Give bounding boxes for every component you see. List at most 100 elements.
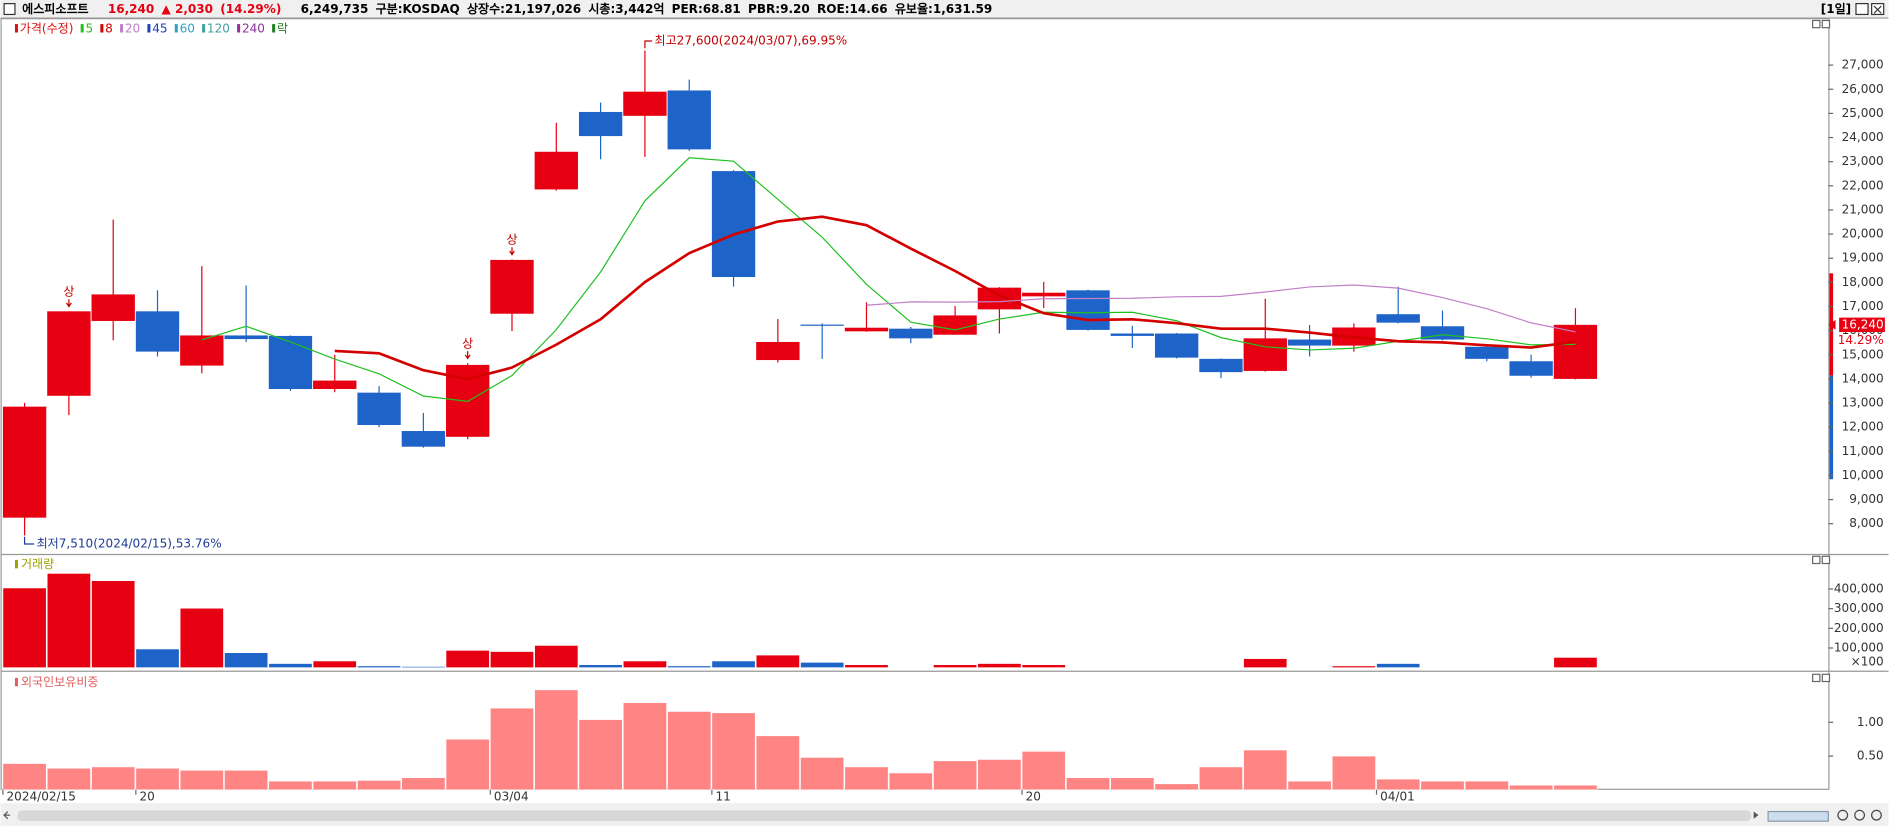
header-volume: 6,249,735: [301, 2, 369, 16]
legend-entry: 60: [180, 21, 195, 35]
x-tick-label: 04/01: [1380, 790, 1415, 804]
maximize-button[interactable]: [1855, 3, 1869, 16]
bar: [91, 766, 136, 791]
bar: [1376, 663, 1421, 668]
bar: [1021, 751, 1066, 791]
candle-body: [977, 287, 1022, 310]
candle-body: [1553, 324, 1598, 379]
bar: [1420, 780, 1465, 791]
candle-body: [1287, 339, 1332, 346]
y-tick-label: 9,000: [1849, 492, 1883, 506]
bar: [1553, 784, 1598, 791]
legend-title: 가격(수정): [20, 21, 74, 35]
panel-title-swatch: [14, 559, 18, 569]
y-tick-label: 300,000: [1834, 601, 1884, 615]
panel-button[interactable]: [1812, 19, 1821, 29]
bar: [445, 738, 490, 791]
bar: [2, 763, 47, 791]
legend-swatch: [202, 24, 206, 33]
candle-body: [490, 259, 534, 314]
bar: [844, 664, 889, 668]
header-bar: [0, 0, 1889, 19]
header-per: PER:68.81: [672, 2, 741, 16]
bar: [1287, 666, 1332, 668]
candle-body: [1465, 346, 1509, 359]
bar: [667, 711, 712, 791]
legend-swatch: [80, 24, 84, 33]
y-tick-label: 17,000: [1842, 299, 1884, 313]
bar: [800, 662, 845, 668]
y-tick-label: 21,000: [1842, 202, 1884, 216]
candle-body: [180, 335, 224, 366]
bar: [1287, 780, 1332, 791]
header-market-cap: 시총:3,442억: [588, 1, 664, 16]
bar: [711, 712, 756, 791]
bar: [1154, 783, 1199, 791]
bar: [755, 654, 800, 668]
legend-swatch: [147, 24, 151, 33]
legend-entry: 5: [85, 21, 93, 35]
bar: [224, 652, 269, 668]
bar: [312, 660, 357, 668]
last-price-pointer: [1828, 320, 1836, 330]
panel-button[interactable]: [1812, 555, 1821, 565]
bar: [224, 769, 269, 791]
bar: [844, 766, 889, 791]
bar: [268, 663, 313, 668]
bar: [401, 777, 446, 791]
checkbox[interactable]: [3, 3, 16, 16]
last-price-box: [1839, 317, 1885, 333]
zoom-slider[interactable]: [1767, 810, 1829, 822]
panel-button[interactable]: [1812, 673, 1821, 683]
header-change-pct: (14.29%): [220, 2, 281, 16]
legend-entry: 20: [125, 21, 140, 35]
high-arrow: [644, 40, 653, 49]
bar: [1376, 778, 1421, 791]
legend-entry: 락: [277, 21, 288, 35]
y-tick-label: 400,000: [1834, 581, 1884, 595]
high-label: 최고27,600(2024/03/07),69.95%: [655, 34, 848, 48]
y-tick-label: 23,000: [1842, 154, 1884, 168]
candle-body: [800, 324, 844, 326]
period-label[interactable]: [1일]: [1821, 2, 1851, 16]
y-tick-label: 11,000: [1842, 444, 1884, 458]
bar: [534, 645, 579, 668]
bar: [578, 664, 623, 668]
candle-body: [1376, 314, 1420, 323]
y-tick-label: 1.00: [1857, 715, 1884, 729]
header-pbr: PBR:9.20: [748, 2, 810, 16]
candle-body: [1509, 361, 1553, 376]
bar: [1509, 784, 1554, 791]
header-shares: 상장수:21,197,026: [467, 1, 581, 16]
moving-average-line: [866, 284, 1576, 333]
y-tick-label: 26,000: [1842, 82, 1884, 96]
bar: [933, 760, 978, 791]
panel-title-swatch: [14, 677, 18, 687]
y-tick-label: 8,000: [1849, 516, 1883, 530]
candle-body: [889, 328, 933, 339]
panel-button[interactable]: [1821, 555, 1831, 565]
bar: [1464, 780, 1509, 791]
bar: [1420, 666, 1465, 668]
bar: [534, 689, 579, 791]
candle-body: [1066, 290, 1110, 330]
bar: [578, 719, 623, 791]
scrollbar-thumb[interactable]: [17, 810, 1752, 822]
scroll-right[interactable]: [1753, 811, 1759, 819]
bar: [1021, 664, 1066, 668]
zoom-buttons[interactable]: [1837, 809, 1882, 821]
bar: [135, 648, 180, 668]
candle-body: [623, 91, 667, 116]
header-name: 에스피소프트: [22, 1, 88, 16]
header-price: 16,240: [108, 2, 154, 16]
bar: [1198, 766, 1243, 791]
candle-body: [844, 327, 889, 332]
candle-body: [711, 171, 756, 278]
panel-button[interactable]: [1821, 19, 1831, 29]
scroll-left[interactable]: [3, 811, 11, 820]
candle-body: [1022, 292, 1066, 297]
bar: [357, 780, 402, 791]
limit-up-marker: 상: [462, 336, 473, 350]
panel-button[interactable]: [1821, 673, 1831, 683]
